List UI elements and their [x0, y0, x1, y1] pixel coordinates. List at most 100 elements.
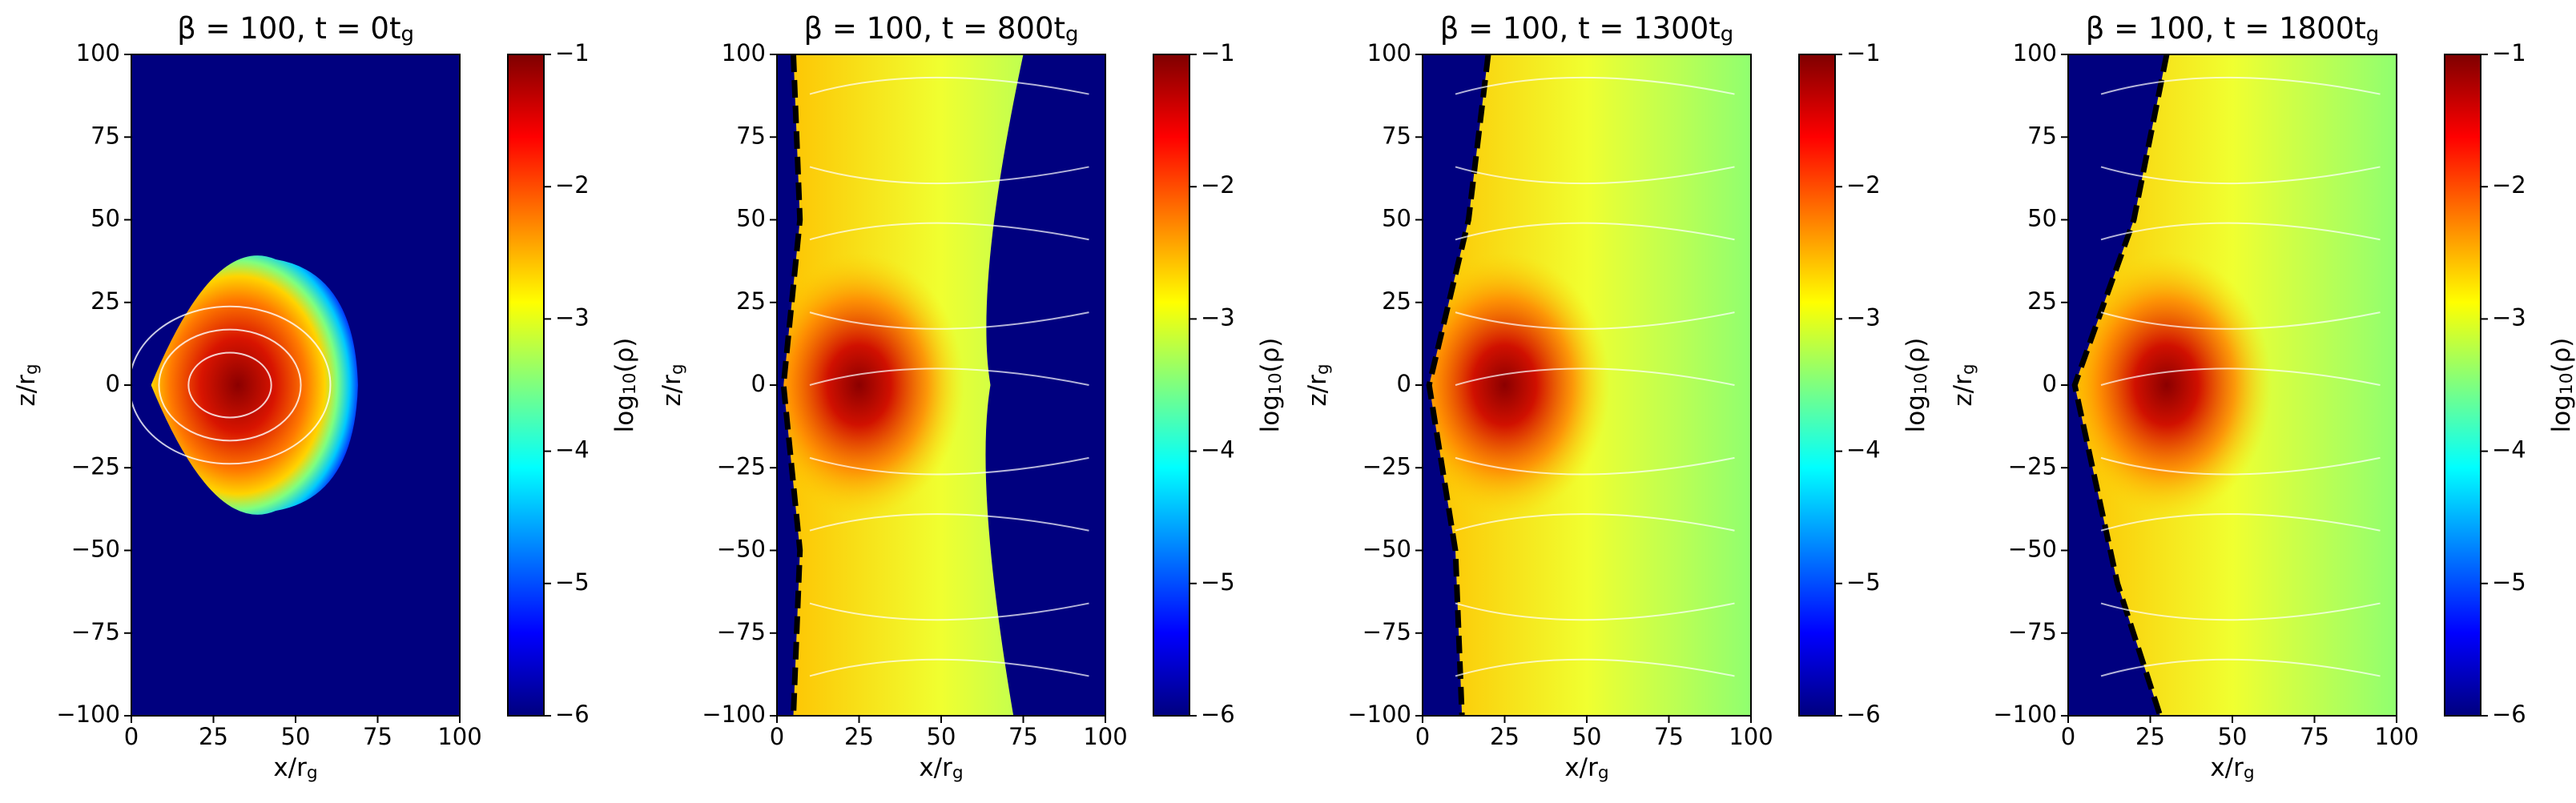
colorbar-label: log10(ρ) — [1902, 338, 1931, 433]
streamline — [1455, 513, 1735, 532]
panel-title-part: β = 100, t = 800t — [804, 11, 1065, 46]
torus — [151, 255, 358, 515]
colorbar-label-part: log — [610, 395, 639, 432]
core — [777, 252, 964, 518]
colorbar-tick-label: −1 — [555, 39, 590, 66]
x-axis-label-part: x/r — [273, 753, 307, 782]
y-tick-label: 100 — [2013, 39, 2057, 66]
colorbar-label-part: (ρ) — [610, 338, 639, 373]
streamline — [2100, 222, 2381, 241]
streamline — [1455, 222, 1735, 241]
y-tick-label: 100 — [722, 39, 766, 66]
colorbar-tick-label: −3 — [1201, 303, 1235, 331]
streamline — [2100, 166, 2381, 185]
x-tick-label: 50 — [1572, 723, 1602, 750]
streamline — [809, 76, 1089, 95]
streamline — [1455, 367, 1735, 386]
y-axis-label-part: g — [22, 363, 42, 375]
streamline — [2100, 602, 2381, 621]
colorbar-label-part: log — [1256, 395, 1285, 432]
panel-title: β = 100, t = 1800tg — [2086, 11, 2379, 47]
y-tick-label: −50 — [71, 536, 120, 563]
streamline — [809, 513, 1089, 532]
outer-region — [985, 54, 1105, 716]
x-axis-label-part: x/r — [2210, 753, 2244, 782]
colorbar-tick-label: −6 — [1201, 701, 1235, 728]
x-tick-label: 25 — [199, 723, 228, 750]
x-axis-label-part: g — [2244, 763, 2255, 783]
colorbar — [1153, 54, 1190, 717]
y-tick-label: 75 — [736, 122, 766, 149]
y-axis-label: z/rg — [12, 363, 42, 406]
x-tick-label: 75 — [363, 723, 392, 750]
streamline — [1455, 76, 1735, 95]
streamline — [1455, 658, 1735, 677]
colorbar-tick-label: −2 — [1201, 171, 1235, 199]
x-tick-label: 50 — [2218, 723, 2248, 750]
colorbar-tick-label: −6 — [2492, 701, 2526, 728]
streamline — [809, 166, 1089, 185]
panel-title: β = 100, t = 0tg — [177, 11, 414, 47]
x-tick-label: 0 — [2061, 723, 2075, 750]
jet-boundary — [1426, 54, 1491, 716]
y-tick-label: −100 — [56, 701, 120, 728]
x-tick-label: 75 — [1654, 723, 1684, 750]
panel-title-part: g — [1065, 22, 1078, 46]
x-axis-label: x/rg — [273, 753, 317, 783]
colorbar-tick-label: −6 — [1846, 701, 1881, 728]
y-axis-label-part: z/r — [12, 375, 41, 407]
y-tick-label: −100 — [1993, 701, 2057, 728]
streamline — [1455, 166, 1735, 185]
y-tick-label: 0 — [751, 370, 766, 397]
y-tick-label: −75 — [71, 618, 120, 645]
y-tick-label: −75 — [717, 618, 766, 645]
streamline — [2100, 658, 2381, 677]
y-tick-label: 50 — [2027, 205, 2057, 232]
x-tick-label: 75 — [2300, 723, 2329, 750]
y-tick-label: 75 — [1382, 122, 1411, 149]
x-tick-label: 75 — [1008, 723, 1038, 750]
colorbar-label-part: (ρ) — [2547, 338, 2576, 373]
y-tick-label: −25 — [1362, 452, 1411, 480]
y-tick-label: −75 — [1362, 618, 1411, 645]
y-tick-label: −25 — [71, 452, 120, 480]
jet-region — [777, 54, 800, 716]
colorbar — [2444, 54, 2481, 717]
x-axis-label-part: g — [1598, 763, 1609, 783]
panel-title-part: g — [400, 22, 413, 46]
panel-title: β = 100, t = 1300tg — [1440, 11, 1733, 47]
streamline — [2100, 513, 2381, 532]
streamline — [809, 222, 1089, 241]
x-tick-label: 100 — [437, 723, 481, 750]
colorbar-label-part: 10 — [2557, 373, 2576, 395]
panel-title-part: β = 100, t = 1800t — [2086, 11, 2366, 46]
streamline — [2100, 367, 2381, 386]
y-tick-label: −50 — [2008, 536, 2057, 563]
panel-title-part: β = 100, t = 0t — [177, 11, 400, 46]
colorbar-label-part: 10 — [1911, 373, 1931, 395]
colorbar-label: log10(ρ) — [610, 338, 640, 433]
heatmap — [2068, 54, 2397, 716]
panel-title-part: β = 100, t = 1300t — [1440, 11, 1721, 46]
colorbar-tick-label: −2 — [2492, 171, 2526, 199]
streamline — [131, 305, 332, 465]
streamline — [187, 351, 272, 419]
jet-boundary — [780, 54, 803, 716]
y-axis-label-part: z/r — [1949, 375, 1978, 407]
heatmap — [777, 54, 1105, 716]
x-axis-label-part: x/r — [1564, 753, 1598, 782]
y-axis-label-part: g — [667, 363, 687, 375]
core — [2068, 252, 2272, 518]
y-axis-label-part: z/r — [1303, 375, 1332, 407]
colorbar-tick-label: −3 — [2492, 303, 2526, 331]
x-tick-label: 25 — [844, 723, 874, 750]
streamline — [2100, 456, 2381, 476]
y-tick-label: 75 — [2027, 122, 2057, 149]
y-tick-label: 100 — [1367, 39, 1411, 66]
colorbar-tick-label: −5 — [1201, 568, 1235, 596]
colorbar-tick-label: −6 — [555, 701, 590, 728]
colorbar-tick-label: −2 — [555, 171, 590, 199]
y-axis-label: z/rg — [1303, 363, 1333, 406]
streamline — [158, 328, 302, 442]
x-tick-label: 25 — [2135, 723, 2165, 750]
